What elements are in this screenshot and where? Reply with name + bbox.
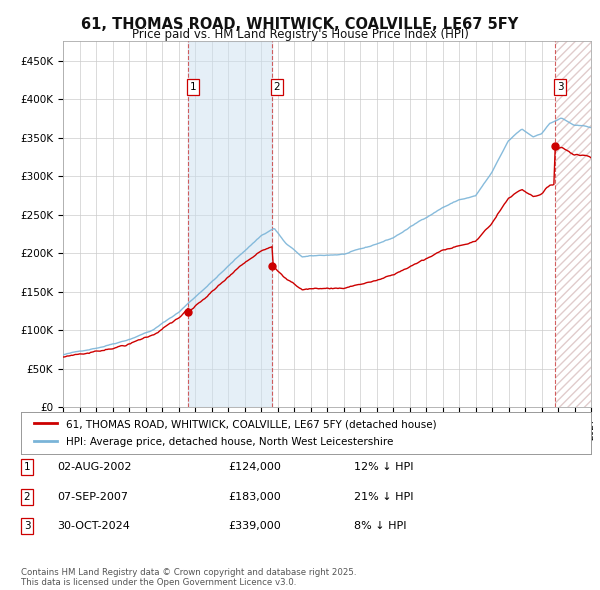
Text: Contains HM Land Registry data © Crown copyright and database right 2025.
This d: Contains HM Land Registry data © Crown c… xyxy=(21,568,356,587)
Text: 2: 2 xyxy=(274,82,280,92)
Text: Price paid vs. HM Land Registry's House Price Index (HPI): Price paid vs. HM Land Registry's House … xyxy=(131,28,469,41)
Text: 1: 1 xyxy=(190,82,196,92)
Bar xyxy=(555,41,591,407)
Text: £124,000: £124,000 xyxy=(228,463,281,472)
Legend: 61, THOMAS ROAD, WHITWICK, COALVILLE, LE67 5FY (detached house), HPI: Average pr: 61, THOMAS ROAD, WHITWICK, COALVILLE, LE… xyxy=(29,414,442,452)
Text: 12% ↓ HPI: 12% ↓ HPI xyxy=(354,463,413,472)
Text: 3: 3 xyxy=(23,522,31,531)
Text: 8% ↓ HPI: 8% ↓ HPI xyxy=(354,522,407,531)
Text: 1: 1 xyxy=(23,463,31,472)
Text: 02-AUG-2002: 02-AUG-2002 xyxy=(57,463,131,472)
Text: 21% ↓ HPI: 21% ↓ HPI xyxy=(354,492,413,502)
Text: 2: 2 xyxy=(23,492,31,502)
Bar xyxy=(188,41,272,407)
Text: 07-SEP-2007: 07-SEP-2007 xyxy=(57,492,128,502)
Text: 61, THOMAS ROAD, WHITWICK, COALVILLE, LE67 5FY: 61, THOMAS ROAD, WHITWICK, COALVILLE, LE… xyxy=(82,17,518,31)
Text: 30-OCT-2024: 30-OCT-2024 xyxy=(57,522,130,531)
Text: £183,000: £183,000 xyxy=(228,492,281,502)
Text: 3: 3 xyxy=(557,82,563,92)
Bar xyxy=(555,41,591,407)
Text: £339,000: £339,000 xyxy=(228,522,281,531)
